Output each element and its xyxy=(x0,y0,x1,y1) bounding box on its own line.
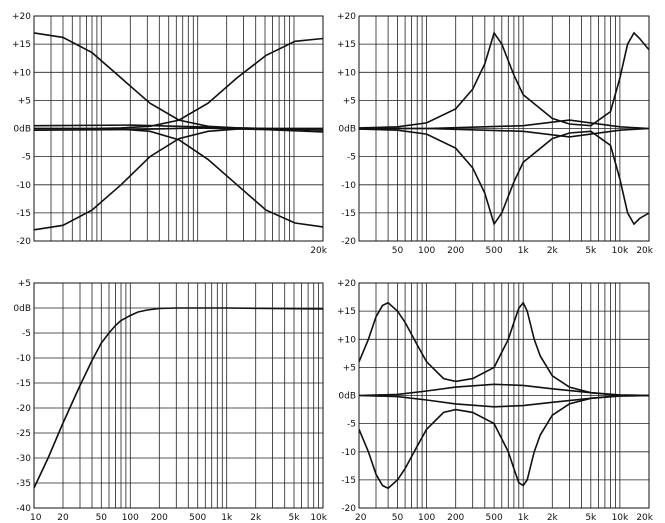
y-tick-label: -20 xyxy=(16,237,31,247)
x-tick-label: 2k xyxy=(250,513,262,523)
x-tick-label: 5k xyxy=(585,513,597,523)
x-tick-label: 10k xyxy=(612,513,629,523)
x-tick-label: 50 xyxy=(96,513,108,523)
y-tick-label: +20 xyxy=(337,279,356,289)
y-tick-label: +10 xyxy=(12,68,31,78)
y-tick-label: -5 xyxy=(22,329,31,339)
x-tick-label: 2k xyxy=(547,513,559,523)
y-tick-label: -20 xyxy=(341,237,356,247)
y-tick-label: +15 xyxy=(12,40,31,50)
x-tick-label: 500 xyxy=(486,246,503,256)
y-tick-label: -40 xyxy=(16,504,31,514)
x-tick-label: 1k xyxy=(221,513,233,523)
y-tick-label: +15 xyxy=(337,40,356,50)
y-tick-label: +5 xyxy=(343,363,356,373)
y-tick-label: -5 xyxy=(347,153,356,163)
y-tick-label: -35 xyxy=(16,479,31,489)
x-tick-label: 20 xyxy=(57,513,69,523)
response-curve-4 xyxy=(34,127,324,228)
x-tick-label: 1k xyxy=(518,513,530,523)
y-tick-label: -15 xyxy=(16,209,31,219)
x-tick-label: 500 xyxy=(189,513,206,523)
y-tick-label: -15 xyxy=(341,476,356,486)
response-curve-1 xyxy=(358,301,649,397)
response-curve-4 xyxy=(358,394,650,408)
response-curve-6 xyxy=(33,127,324,133)
y-tick-label: -10 xyxy=(16,354,31,364)
y-tick-label: -15 xyxy=(16,379,31,389)
y-tick-label: +5 xyxy=(18,96,31,106)
grid xyxy=(34,283,323,508)
y-tick-label: -10 xyxy=(341,448,356,458)
x-tick-label: 100 xyxy=(418,513,435,523)
y-tick-label: 0dB xyxy=(13,125,31,135)
x-tick-label: 20 xyxy=(355,513,367,523)
x-tick-label: 20k xyxy=(310,246,327,256)
y-tick-label: +15 xyxy=(337,307,356,317)
y-tick-label: -25 xyxy=(16,429,31,439)
response-curve-5 xyxy=(33,124,324,131)
chart-panel-2: +20 +15 +10 +5 0dB -5 -10 -15 -20 50 100 200 500 1k 2k… xyxy=(337,12,654,256)
y-tick-label: -20 xyxy=(341,504,356,514)
x-tick-label: 5k xyxy=(289,513,301,523)
response-curve-2 xyxy=(33,127,323,231)
response-curve-2 xyxy=(358,128,650,226)
response-curve-3 xyxy=(358,383,650,397)
response-curve-1 xyxy=(33,307,324,489)
y-tick-label: 0dB xyxy=(338,125,356,135)
x-tick-label: 200 xyxy=(447,513,464,523)
x-tick-label: 20k xyxy=(636,246,653,256)
response-curve-3 xyxy=(34,37,324,130)
x-tick-label: 10k xyxy=(310,513,327,523)
y-tick-label: +10 xyxy=(337,68,356,78)
x-tick-label: 50 xyxy=(392,246,404,256)
x-tick-label: 200 xyxy=(151,513,168,523)
y-tick-label: +5 xyxy=(18,279,31,289)
response-curve-4 xyxy=(359,127,650,138)
y-tick-label: -30 xyxy=(16,454,31,464)
response-curve-2 xyxy=(358,394,649,490)
y-tick-label: -10 xyxy=(341,181,356,191)
response-curve-1 xyxy=(33,32,323,130)
y-tick-label: -10 xyxy=(16,181,31,191)
response-curve-3 xyxy=(359,119,650,130)
y-tick-label: +5 xyxy=(343,96,356,106)
x-tick-label: 1k xyxy=(518,246,530,256)
response-curve-1 xyxy=(358,31,650,129)
y-tick-label: 0dB xyxy=(338,392,356,402)
y-tick-label: -5 xyxy=(347,420,356,430)
x-tick-label: 500 xyxy=(486,513,503,523)
x-tick-label: 10k xyxy=(612,246,629,256)
y-tick-label: -15 xyxy=(341,209,356,219)
y-tick-label: +20 xyxy=(337,12,356,22)
x-tick-label: 100 xyxy=(122,513,139,523)
y-tick-label: +10 xyxy=(337,335,356,345)
x-tick-label: 10 xyxy=(30,513,42,523)
grid xyxy=(359,283,649,508)
y-tick-label: -20 xyxy=(16,404,31,414)
y-tick-label: +20 xyxy=(12,12,31,22)
y-tick-label: 0dB xyxy=(13,304,31,314)
x-tick-label: 2k xyxy=(547,246,559,256)
plot-frame xyxy=(33,282,324,509)
y-tick-label: -5 xyxy=(22,153,31,163)
chart-panel-1: +20 +15 +10 +5 0dB -5 -10 -15 -20 20k xyxy=(12,12,328,256)
x-tick-label: 200 xyxy=(447,246,464,256)
x-tick-label: 50 xyxy=(392,513,404,523)
x-tick-label: 20k xyxy=(636,513,653,523)
x-tick-label: 5k xyxy=(585,246,597,256)
x-tick-label: 100 xyxy=(418,246,435,256)
